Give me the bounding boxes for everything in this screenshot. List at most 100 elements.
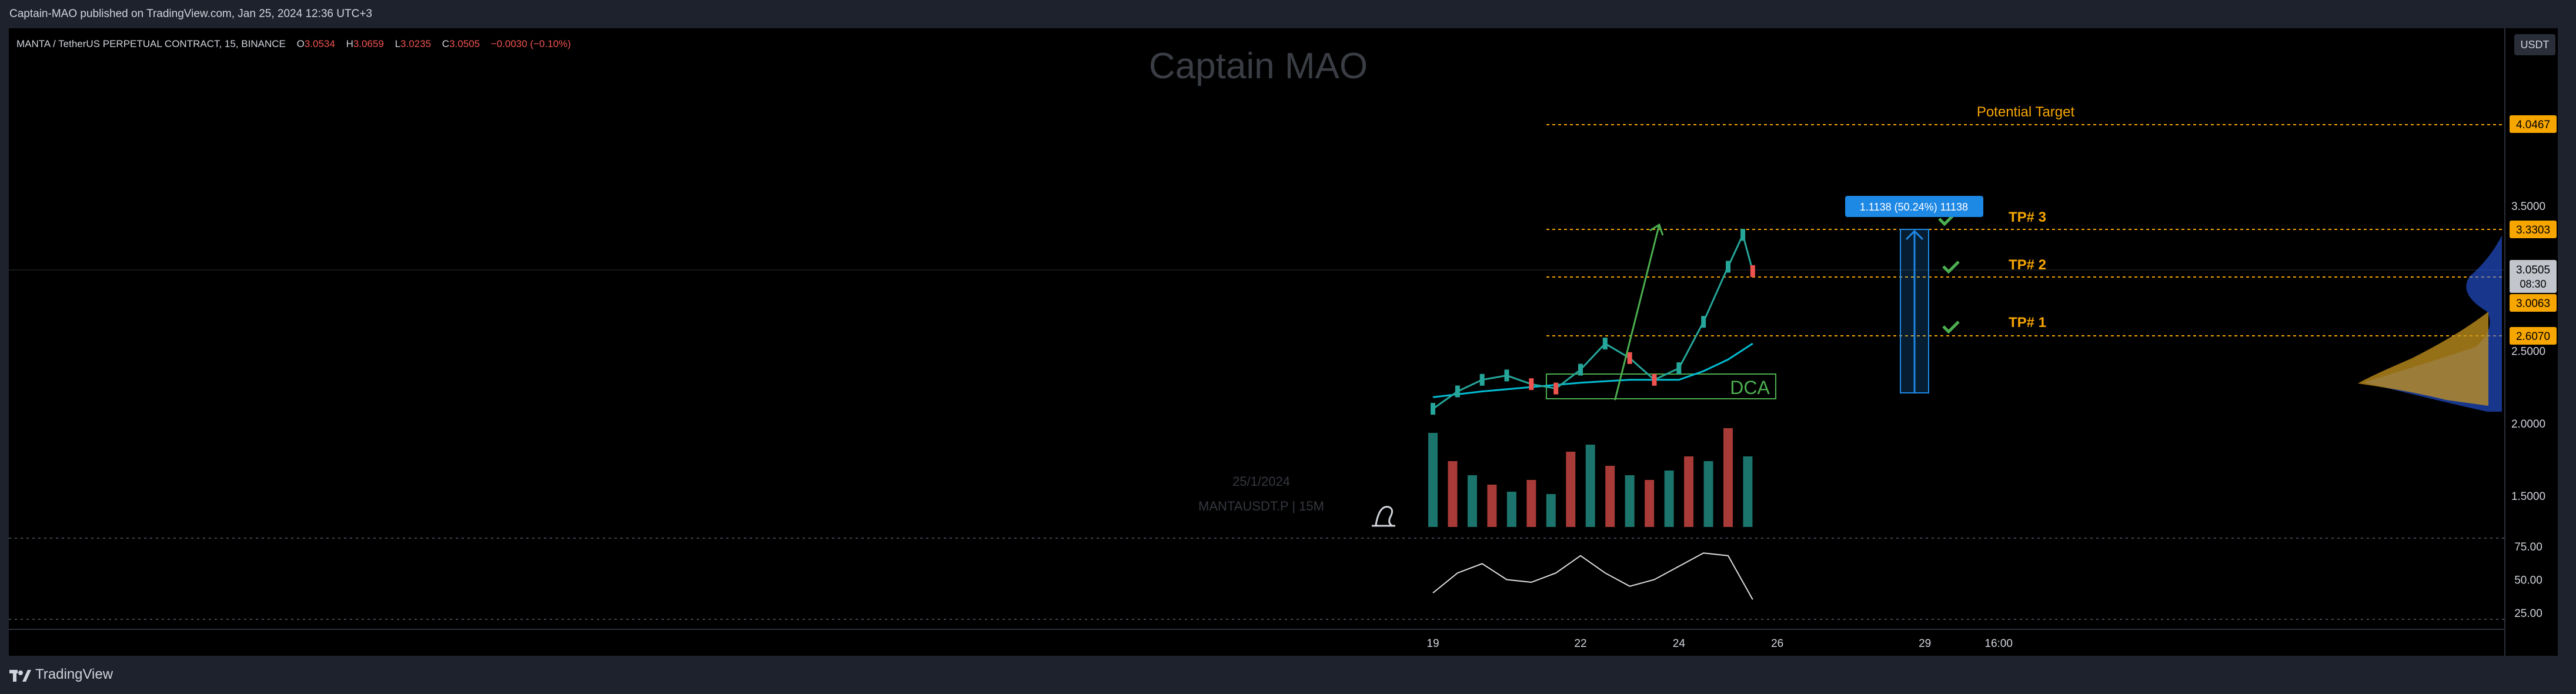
price-candle	[1431, 403, 1435, 415]
currency-button-label: USDT	[2521, 39, 2550, 51]
volume-bar	[1566, 452, 1576, 527]
tp2-label: TP# 2	[2009, 257, 2046, 273]
legend-close-value: 3.0505	[449, 38, 480, 49]
y-tick-label: 3.5000	[2511, 201, 2545, 213]
trend-arrow	[1614, 224, 1660, 401]
watermark-title: Captain MAO	[1149, 46, 1368, 86]
x-tick-label: 22	[1574, 638, 1586, 650]
badge-tp1	[2510, 327, 2557, 345]
rsi-layer	[1432, 552, 1753, 600]
volume-bar	[1605, 466, 1615, 527]
legend-symbol: MANTA / TetherUS PERPETUAL CONTRACT, 15,…	[16, 38, 286, 49]
check-icon-tp2	[1942, 261, 1960, 274]
badge-tp3-text: 3.3303	[2516, 224, 2550, 236]
rsi-tick-label: 25.00	[2514, 608, 2542, 620]
badge-tp3	[2510, 221, 2557, 238]
volume-bar	[1448, 461, 1458, 527]
tp1-label: TP# 1	[2009, 315, 2046, 331]
price-candle	[1740, 229, 1746, 241]
legend-close-label: C	[442, 38, 449, 49]
badge-potential	[2510, 115, 2557, 133]
price-candle	[1529, 378, 1534, 391]
badge-current-text: 3.0505	[2516, 264, 2550, 276]
x-tick-label: 29	[1919, 638, 1931, 650]
volume-bar	[1645, 480, 1655, 527]
legend-open-label: O	[297, 38, 305, 49]
price-candle	[1479, 373, 1485, 386]
legend-open-value: 3.0534	[305, 38, 335, 49]
legend-line: MANTA / TetherUS PERPETUAL CONTRACT, 15,…	[16, 38, 571, 49]
volume-bar	[1625, 475, 1635, 527]
dca-label: DCA	[1730, 377, 1770, 398]
dinosaur-icon	[1372, 506, 1395, 527]
price-candle	[1726, 261, 1730, 273]
volume-bar	[1585, 445, 1595, 527]
chart-canvas[interactable]: MANTA / TetherUS PERPETUAL CONTRACT, 15,…	[9, 28, 2558, 656]
y-tick-label: 2.0000	[2511, 418, 2545, 431]
volume-bar	[1428, 433, 1438, 527]
volume-profile-poc	[2358, 312, 2488, 406]
currency-button[interactable]	[2514, 34, 2555, 55]
footer-brand: TradingView	[35, 666, 113, 682]
measure-label: 1.1138 (50.24%) 11138	[1860, 201, 1968, 213]
price-candle	[1504, 369, 1509, 382]
moving-average-layer	[1432, 342, 1753, 398]
watermark-ticker: MANTAUSDT.P | 15M	[1198, 499, 1324, 513]
price-candle	[1602, 338, 1608, 350]
y-tick-label: 1.5000	[2511, 491, 2545, 503]
price-candle	[1553, 382, 1559, 395]
watermark-date: 25/1/2024	[1232, 474, 1290, 489]
badge-tp2-text: 3.0063	[2516, 298, 2550, 310]
x-tick-label: 26	[1771, 638, 1783, 650]
price-candle	[1652, 373, 1657, 386]
trend-arrow-layer	[1614, 223, 1664, 401]
x-tick-label: 16:00	[1984, 638, 2013, 650]
badge-potential-text: 4.0467	[2516, 119, 2550, 131]
axes-layer: 19 22 24 26 29 16:00 3.5000 2.5000 2.0000 1.5000 7…	[1426, 201, 2545, 650]
price-candle	[1627, 352, 1632, 364]
publish-header: Captain-MAO published on TradingView.com…	[0, 0, 2576, 28]
price-candle	[1455, 385, 1460, 398]
chart-area[interactable]: MANTA / TetherUS PERPETUAL CONTRACT, 15,…	[9, 28, 2558, 656]
price-scale[interactable]: 4.0467 3.3303 3.0505 08:30 3.0063 2.6070	[2510, 115, 2557, 345]
y-tick-label: 2.5000	[2511, 346, 2545, 358]
publish-text: Captain-MAO published on TradingView.com…	[9, 8, 372, 20]
price-series-layer	[1431, 229, 1755, 415]
price-candle	[1578, 363, 1583, 376]
volume-bar	[1526, 480, 1536, 527]
tradingview-logo-icon	[9, 670, 31, 682]
volume-bar	[1546, 494, 1556, 527]
volume-bar	[1743, 456, 1753, 527]
rsi-line	[1432, 552, 1753, 600]
volume-bar	[1664, 471, 1674, 527]
badge-tp2	[2510, 294, 2557, 312]
x-tick-label: 19	[1426, 638, 1439, 650]
rsi-tick-label: 75.00	[2514, 541, 2542, 553]
moving-average-line	[1432, 342, 1753, 398]
badge-tp1-text: 2.6070	[2516, 331, 2550, 343]
legend-change: −0.0030 (−0.10%)	[491, 38, 571, 49]
volume-layer	[1428, 428, 1753, 527]
measure-arrowhead	[1905, 229, 1924, 241]
volume-bar	[1487, 485, 1497, 527]
legend-high-value: 3.0659	[353, 38, 384, 49]
volume-bar	[1723, 428, 1733, 527]
tp3-label: TP# 3	[2009, 209, 2046, 225]
rsi-tick-label: 50.00	[2514, 575, 2542, 587]
price-candle	[1676, 362, 1682, 375]
legend-low-label: L	[395, 38, 400, 49]
measure-label-box	[1845, 196, 1983, 217]
x-tick-label: 24	[1673, 638, 1686, 650]
price-candle	[1750, 265, 1755, 277]
volume-bar	[1467, 475, 1477, 527]
volume-bar	[1703, 461, 1713, 527]
footer: TradingView	[0, 656, 2576, 694]
badge-countdown-text: 08:30	[2520, 278, 2546, 290]
volume-bar	[1506, 492, 1516, 527]
potential-target-label: Potential Target	[1977, 104, 2075, 120]
legend-low-value: 3.0235	[400, 38, 431, 49]
check-icon-tp1	[1942, 321, 1960, 334]
legend-high-label: H	[346, 38, 353, 49]
check-icon-tp3	[1938, 213, 1956, 226]
price-candle	[1701, 316, 1706, 328]
